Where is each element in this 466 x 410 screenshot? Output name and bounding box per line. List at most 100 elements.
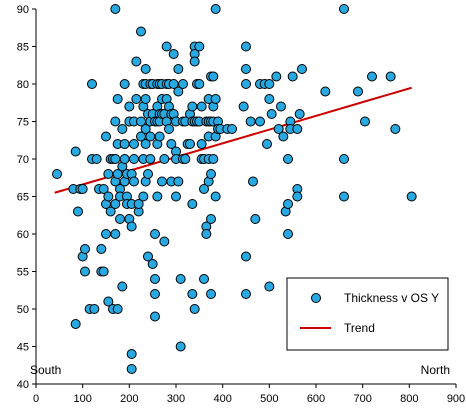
data-point [152, 191, 163, 202]
data-point [339, 4, 349, 14]
data-point [77, 184, 88, 194]
data-point [80, 244, 90, 254]
data-point [126, 364, 137, 374]
data-point [129, 176, 139, 187]
y-tick-label: 60 [17, 229, 29, 241]
data-point [194, 41, 205, 52]
y-tick-label: 90 [17, 4, 29, 16]
data-point [150, 311, 160, 322]
data-point [159, 154, 170, 164]
data-point [145, 131, 156, 142]
data-point [262, 139, 272, 149]
y-tick-label: 80 [17, 79, 29, 91]
data-point [124, 101, 135, 112]
x-tick-label: 900 [447, 393, 465, 405]
data-point [189, 56, 200, 67]
data-point [117, 281, 128, 292]
x-tick-label: 200 [120, 393, 138, 405]
x-tick-label: 600 [307, 393, 325, 405]
data-point [173, 86, 184, 97]
data-point [91, 154, 102, 164]
data-point [126, 349, 137, 359]
data-point [112, 94, 123, 104]
data-point [187, 289, 198, 299]
data-point [266, 109, 277, 119]
annotation-south: South [30, 363, 61, 377]
data-point [145, 154, 156, 164]
data-point [297, 64, 307, 74]
data-point [278, 131, 289, 142]
data-point [87, 79, 97, 89]
x-tick-label: 100 [73, 393, 91, 405]
data-point [264, 94, 275, 104]
data-point [320, 86, 331, 97]
data-point [110, 116, 121, 127]
data-point [154, 131, 165, 142]
x-tick-label: 400 [213, 393, 231, 405]
legend-marker-points [311, 293, 321, 303]
data-point [208, 71, 219, 82]
data-point [178, 79, 188, 89]
data-points [52, 4, 417, 374]
data-point [131, 56, 142, 67]
data-point [110, 4, 121, 14]
data-point [119, 154, 130, 164]
legend-label-trend: Trend [344, 321, 375, 335]
data-point [292, 191, 303, 202]
data-point [360, 116, 370, 127]
data-point [390, 124, 401, 134]
data-point [126, 221, 137, 232]
y-tick-label: 85 [17, 42, 29, 54]
data-point [283, 154, 293, 164]
data-point [196, 101, 207, 112]
data-point [70, 146, 81, 157]
data-point [250, 214, 261, 224]
data-point [264, 79, 275, 89]
data-point [103, 296, 114, 307]
data-point [264, 281, 275, 292]
data-point [271, 71, 282, 82]
data-point [206, 289, 216, 299]
data-point [367, 71, 377, 82]
data-point [385, 71, 396, 82]
data-point [171, 191, 181, 202]
data-point [273, 124, 284, 134]
x-tick-label: 300 [167, 393, 185, 405]
data-point [136, 26, 146, 37]
data-point [180, 154, 191, 164]
data-point [210, 94, 221, 104]
data-point [150, 229, 160, 239]
data-point [143, 251, 153, 262]
data-point [206, 214, 216, 224]
y-tick-label: 55 [17, 267, 29, 279]
data-point [110, 154, 121, 164]
data-point [147, 259, 158, 269]
data-point [208, 154, 219, 164]
data-point [101, 229, 111, 239]
data-point [241, 79, 251, 89]
data-point [241, 41, 251, 52]
data-point [294, 109, 305, 119]
legend-label-points: Thickness v OS Y [344, 291, 439, 305]
data-point [131, 94, 142, 104]
data-point [89, 304, 100, 314]
data-point [206, 169, 216, 179]
data-point [227, 124, 237, 134]
data-point [119, 139, 130, 149]
data-point [110, 229, 121, 239]
data-point [187, 101, 198, 112]
data-point [110, 199, 121, 209]
data-point [52, 169, 62, 179]
data-point [117, 124, 128, 134]
x-tick-label: 700 [353, 393, 371, 405]
x-tick-label: 500 [260, 393, 278, 405]
data-point [283, 229, 293, 239]
data-point [210, 4, 221, 14]
data-point [248, 176, 258, 187]
data-point [196, 139, 207, 149]
data-point [173, 64, 184, 74]
y-tick-label: 75 [17, 117, 29, 129]
